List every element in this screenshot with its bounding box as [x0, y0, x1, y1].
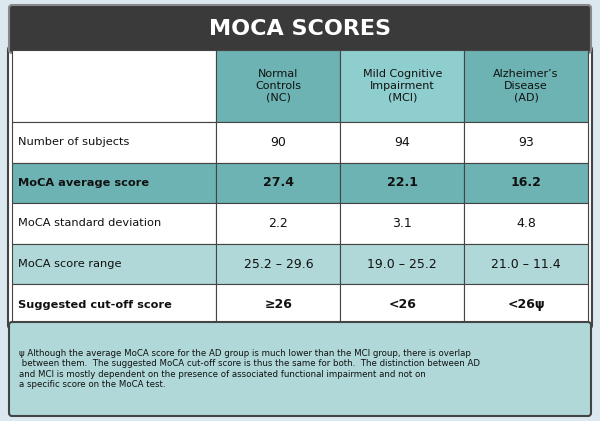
- Text: Number of subjects: Number of subjects: [18, 137, 130, 147]
- Bar: [217, 122, 340, 163]
- Bar: [340, 122, 464, 163]
- Bar: [464, 163, 588, 203]
- Text: Normal
Controls
(NC): Normal Controls (NC): [256, 69, 301, 103]
- Text: MoCA score range: MoCA score range: [18, 259, 121, 269]
- Bar: [217, 285, 340, 325]
- Bar: [217, 50, 340, 122]
- Text: MoCA average score: MoCA average score: [18, 178, 149, 188]
- Bar: [12, 285, 217, 325]
- Bar: [12, 50, 217, 122]
- Text: 90: 90: [271, 136, 286, 149]
- Text: 4.8: 4.8: [516, 217, 536, 230]
- FancyBboxPatch shape: [9, 322, 591, 416]
- Text: 27.4: 27.4: [263, 176, 294, 189]
- Text: Mild Cognitive
Impairment
(MCI): Mild Cognitive Impairment (MCI): [362, 69, 442, 103]
- Text: ψ Although the average MoCA score for the AD group is much lower than the MCI gr: ψ Although the average MoCA score for th…: [19, 349, 480, 389]
- Text: 94: 94: [394, 136, 410, 149]
- Bar: [12, 122, 217, 163]
- Bar: [340, 50, 464, 122]
- Text: 93: 93: [518, 136, 534, 149]
- Text: Suggested cut-off score: Suggested cut-off score: [18, 300, 172, 310]
- Bar: [340, 244, 464, 285]
- Text: MOCA SCORES: MOCA SCORES: [209, 19, 391, 39]
- Bar: [340, 285, 464, 325]
- Bar: [217, 244, 340, 285]
- Bar: [217, 203, 340, 244]
- Bar: [464, 122, 588, 163]
- Bar: [340, 203, 464, 244]
- Text: ≥26: ≥26: [265, 298, 292, 311]
- Bar: [340, 163, 464, 203]
- Text: 22.1: 22.1: [387, 176, 418, 189]
- Bar: [217, 163, 340, 203]
- Bar: [12, 244, 217, 285]
- Text: 3.1: 3.1: [392, 217, 412, 230]
- Bar: [464, 285, 588, 325]
- Text: Alzheimer’s
Disease
(AD): Alzheimer’s Disease (AD): [493, 69, 559, 103]
- Bar: [464, 50, 588, 122]
- Text: <26: <26: [388, 298, 416, 311]
- Text: 2.2: 2.2: [269, 217, 288, 230]
- Text: MoCA standard deviation: MoCA standard deviation: [18, 218, 161, 229]
- Text: 16.2: 16.2: [511, 176, 542, 189]
- Text: 21.0 – 11.4: 21.0 – 11.4: [491, 258, 561, 271]
- Bar: [464, 244, 588, 285]
- Text: 25.2 – 29.6: 25.2 – 29.6: [244, 258, 313, 271]
- Text: <26ψ: <26ψ: [507, 298, 545, 311]
- Bar: [464, 203, 588, 244]
- FancyBboxPatch shape: [8, 46, 592, 329]
- Bar: [12, 163, 217, 203]
- Bar: [12, 203, 217, 244]
- Text: 19.0 – 25.2: 19.0 – 25.2: [367, 258, 437, 271]
- FancyBboxPatch shape: [9, 5, 591, 53]
